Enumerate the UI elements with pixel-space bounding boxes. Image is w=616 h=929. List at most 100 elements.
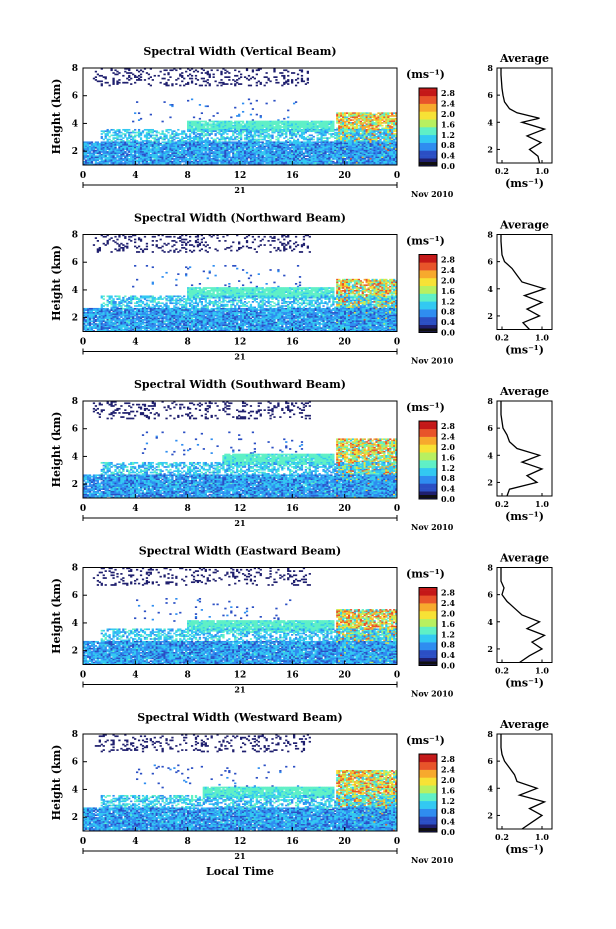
profile-frame bbox=[496, 733, 553, 830]
y-tick-label: 6 bbox=[72, 92, 78, 102]
profile-y-tick-label: 6 bbox=[487, 257, 493, 267]
x-tick-label: 20 bbox=[338, 504, 351, 514]
y-tick-label: 8 bbox=[72, 231, 78, 241]
panel-3: Spectral Width (Eastward Beam) 2 4 6 8 Height… bbox=[50, 545, 553, 699]
colorbar-tick-label: 0.4 bbox=[441, 650, 455, 660]
profile-y-tick-label: 2 bbox=[487, 644, 493, 654]
profile-y-tick-label: 2 bbox=[487, 144, 493, 154]
profile-line bbox=[500, 734, 547, 830]
profile-y-tick-label: 6 bbox=[487, 590, 493, 600]
profile-y-tick-label: 4 bbox=[487, 450, 493, 460]
heatmap-title: Spectral Width (Northward Beam) bbox=[134, 212, 346, 225]
colorbar-unit: (ms⁻¹) bbox=[406, 235, 445, 248]
x-tick-label: 4 bbox=[132, 338, 138, 348]
colorbar-unit: (ms⁻¹) bbox=[406, 68, 445, 81]
colorbar-nodata bbox=[419, 328, 437, 332]
y-tick-label: 6 bbox=[72, 425, 78, 435]
profile-frame bbox=[496, 234, 553, 330]
colorbar-tick-label: 2.8 bbox=[441, 421, 455, 431]
colorbar-tick-label: 0.4 bbox=[441, 817, 455, 827]
colorbar-tick-label: 1.6 bbox=[441, 119, 455, 129]
heatmap-cells bbox=[83, 567, 398, 665]
x-tick-label: 8 bbox=[185, 338, 191, 348]
x-tick-label: 4 bbox=[132, 837, 138, 847]
profile-y-tick-label: 8 bbox=[487, 396, 493, 406]
colorbar-tick-label: 0.8 bbox=[441, 640, 455, 650]
profile-frame bbox=[496, 67, 553, 164]
x-tick-label: 4 bbox=[132, 671, 138, 681]
x-tick-label: 8 bbox=[185, 837, 191, 847]
colorbar-tick-label: 2.8 bbox=[441, 754, 455, 764]
profile-y-tick-label: 6 bbox=[487, 423, 493, 433]
colorbar-tick-label: 0.4 bbox=[441, 151, 455, 161]
profile-y-tick-label: 8 bbox=[487, 729, 493, 739]
colorbar-tick-label: 2.4 bbox=[441, 265, 455, 275]
y-tick-label: 2 bbox=[72, 480, 78, 490]
colorbar-frame bbox=[418, 254, 438, 333]
date-label: Nov 2010 bbox=[411, 356, 454, 366]
x-tick-label: 0 bbox=[80, 671, 86, 681]
x-tick-label: 0 bbox=[80, 338, 86, 348]
profile-x-tick-label: 0.2 bbox=[495, 832, 509, 842]
colorbar-unit: (ms⁻¹) bbox=[406, 401, 445, 414]
heatmap-cells bbox=[83, 234, 398, 332]
colorbar-tick-label: 0.0 bbox=[441, 494, 455, 504]
heatmap-title: Spectral Width (Vertical Beam) bbox=[143, 45, 336, 58]
profile-x-label: (ms⁻¹) bbox=[505, 344, 544, 357]
date-label: Nov 2010 bbox=[411, 522, 454, 532]
profile-frame bbox=[496, 567, 553, 663]
colorbar-tick-label: 2.8 bbox=[441, 255, 455, 265]
colorbar-tick-label: 1.6 bbox=[441, 619, 455, 629]
x-tick-label: 0 bbox=[394, 504, 400, 514]
colorbar-tick-label: 1.6 bbox=[441, 785, 455, 795]
x-tick-label: 4 bbox=[132, 504, 138, 514]
colorbar-tick-label: 0.8 bbox=[441, 806, 455, 816]
x-tick-label: 12 bbox=[234, 837, 247, 847]
x-tick-label: 12 bbox=[234, 338, 247, 348]
colorbar-tick-label: 1.2 bbox=[441, 629, 455, 639]
colorbar-tick-label: 0.0 bbox=[441, 161, 455, 171]
colorbar-tick-label: 2.0 bbox=[441, 109, 455, 119]
x-tick-label: 4 bbox=[132, 171, 138, 181]
colorbar-tick-label: 0.8 bbox=[441, 307, 455, 317]
x-tick-label: 16 bbox=[286, 504, 299, 514]
colorbar-nodata bbox=[419, 828, 437, 831]
date-day: 21 bbox=[234, 352, 245, 362]
colorbar-tick-label: 2.0 bbox=[441, 775, 455, 785]
y-tick-label: 4 bbox=[72, 619, 78, 629]
date-label: Nov 2010 bbox=[411, 855, 454, 865]
colorbar-tick-label: 0.0 bbox=[441, 827, 455, 837]
x-tick-label: 0 bbox=[80, 171, 86, 181]
profile-y-tick-label: 2 bbox=[487, 311, 493, 321]
profile-title: Average bbox=[499, 718, 549, 731]
x-tick-label: 0 bbox=[394, 837, 400, 847]
heatmap-cells bbox=[83, 734, 398, 832]
colorbar-tick-label: 2.8 bbox=[441, 588, 455, 598]
profile-line bbox=[500, 234, 547, 330]
y-tick-label: 2 bbox=[72, 147, 78, 157]
profile-x-tick-label: 0.2 bbox=[495, 666, 509, 676]
y-tick-label: 6 bbox=[72, 758, 78, 768]
profile-title: Average bbox=[499, 219, 549, 232]
panel-4: Spectral Width (Westward Beam) 2 4 6 8 Height… bbox=[50, 711, 553, 865]
profile-x-label: (ms⁻¹) bbox=[505, 677, 544, 690]
x-tick-label: 0 bbox=[80, 504, 86, 514]
date-day: 21 bbox=[234, 185, 245, 195]
colorbar-nodata bbox=[419, 162, 437, 165]
profile-y-tick-label: 4 bbox=[487, 284, 493, 294]
y-tick-label: 4 bbox=[72, 286, 78, 296]
colorbar-tick-label: 2.4 bbox=[441, 765, 455, 775]
profile-line bbox=[500, 68, 547, 164]
colorbar-tick-label: 0.4 bbox=[441, 317, 455, 327]
y-axis-label: Height (km) bbox=[50, 79, 63, 155]
colorbar-nodata bbox=[419, 495, 437, 498]
x-tick-label: 20 bbox=[338, 837, 351, 847]
colorbar-unit: (ms⁻¹) bbox=[406, 568, 445, 581]
x-tick-label: 0 bbox=[394, 338, 400, 348]
x-tick-label: 16 bbox=[286, 338, 299, 348]
colorbar-tick-label: 2.0 bbox=[441, 276, 455, 286]
profile-y-tick-label: 2 bbox=[487, 810, 493, 820]
colorbar-tick-label: 1.2 bbox=[441, 463, 455, 473]
heatmap-cells bbox=[83, 68, 398, 166]
